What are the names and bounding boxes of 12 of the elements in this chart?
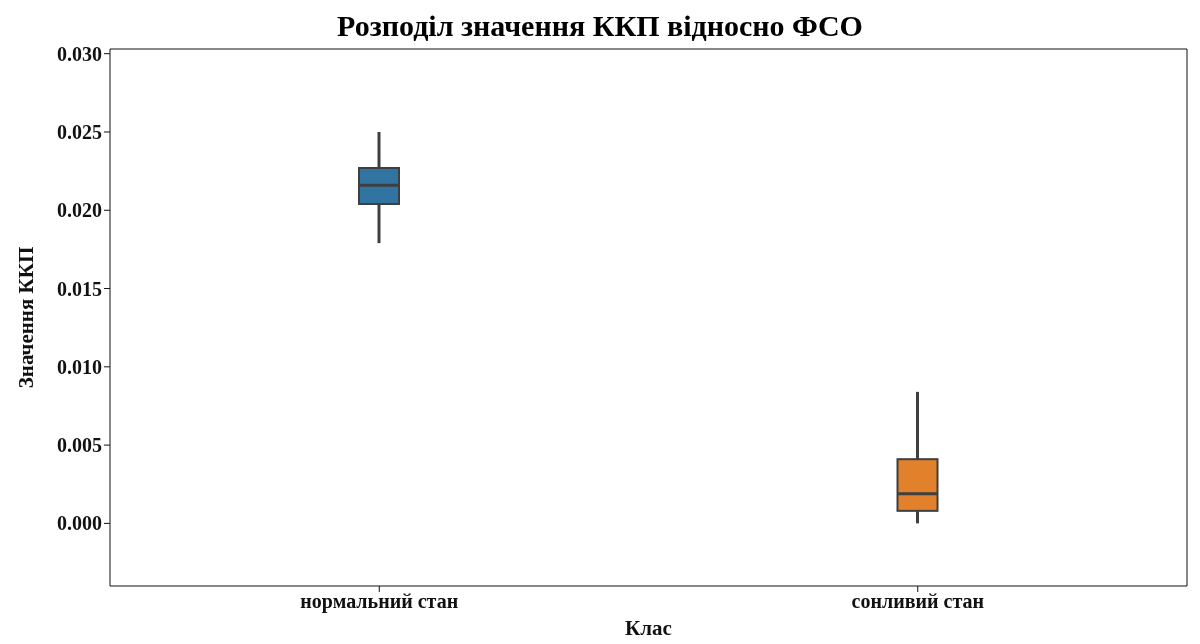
y-tick-label: 0.020 xyxy=(57,199,102,222)
y-tick-label: 0.030 xyxy=(57,42,102,65)
y-tick-label: 0.010 xyxy=(57,355,102,378)
x-tick-label: сонливий стан xyxy=(851,590,984,613)
x-axis-title: Клас xyxy=(625,615,672,640)
y-tick-label: 0.025 xyxy=(57,121,102,144)
x-tick-label: нормальний стан xyxy=(300,590,459,614)
y-tick-label: 0.005 xyxy=(57,434,102,457)
y-tick-label: 0.000 xyxy=(57,512,102,535)
chart-title: Розподіл значення ККП відносно ФСО xyxy=(337,9,863,42)
y-axis-title: Значення ККП xyxy=(14,246,39,389)
y-tick-label: 0.015 xyxy=(57,277,102,300)
